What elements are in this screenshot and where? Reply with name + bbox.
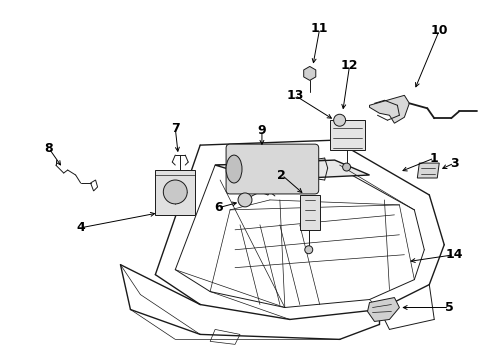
- Text: 13: 13: [286, 89, 303, 102]
- Text: 7: 7: [171, 122, 180, 135]
- Polygon shape: [215, 160, 369, 180]
- Circle shape: [305, 246, 313, 254]
- Polygon shape: [300, 195, 319, 230]
- Circle shape: [343, 163, 350, 171]
- Polygon shape: [369, 95, 409, 123]
- Text: 3: 3: [450, 157, 459, 170]
- Text: 8: 8: [45, 141, 53, 155]
- Polygon shape: [330, 120, 365, 150]
- Text: 12: 12: [341, 59, 358, 72]
- Text: 2: 2: [277, 168, 286, 181]
- Text: 4: 4: [76, 221, 85, 234]
- Polygon shape: [155, 170, 195, 215]
- Text: 11: 11: [311, 22, 328, 35]
- Circle shape: [238, 193, 252, 207]
- Text: 1: 1: [430, 152, 439, 165]
- Polygon shape: [417, 163, 439, 178]
- Text: 10: 10: [431, 24, 448, 37]
- FancyBboxPatch shape: [226, 144, 318, 194]
- Text: 6: 6: [214, 201, 222, 215]
- Text: 9: 9: [258, 124, 266, 137]
- Circle shape: [163, 180, 187, 204]
- Text: 5: 5: [445, 301, 454, 314]
- Ellipse shape: [226, 155, 242, 183]
- Polygon shape: [368, 298, 399, 321]
- Circle shape: [334, 114, 345, 126]
- Text: 14: 14: [445, 248, 463, 261]
